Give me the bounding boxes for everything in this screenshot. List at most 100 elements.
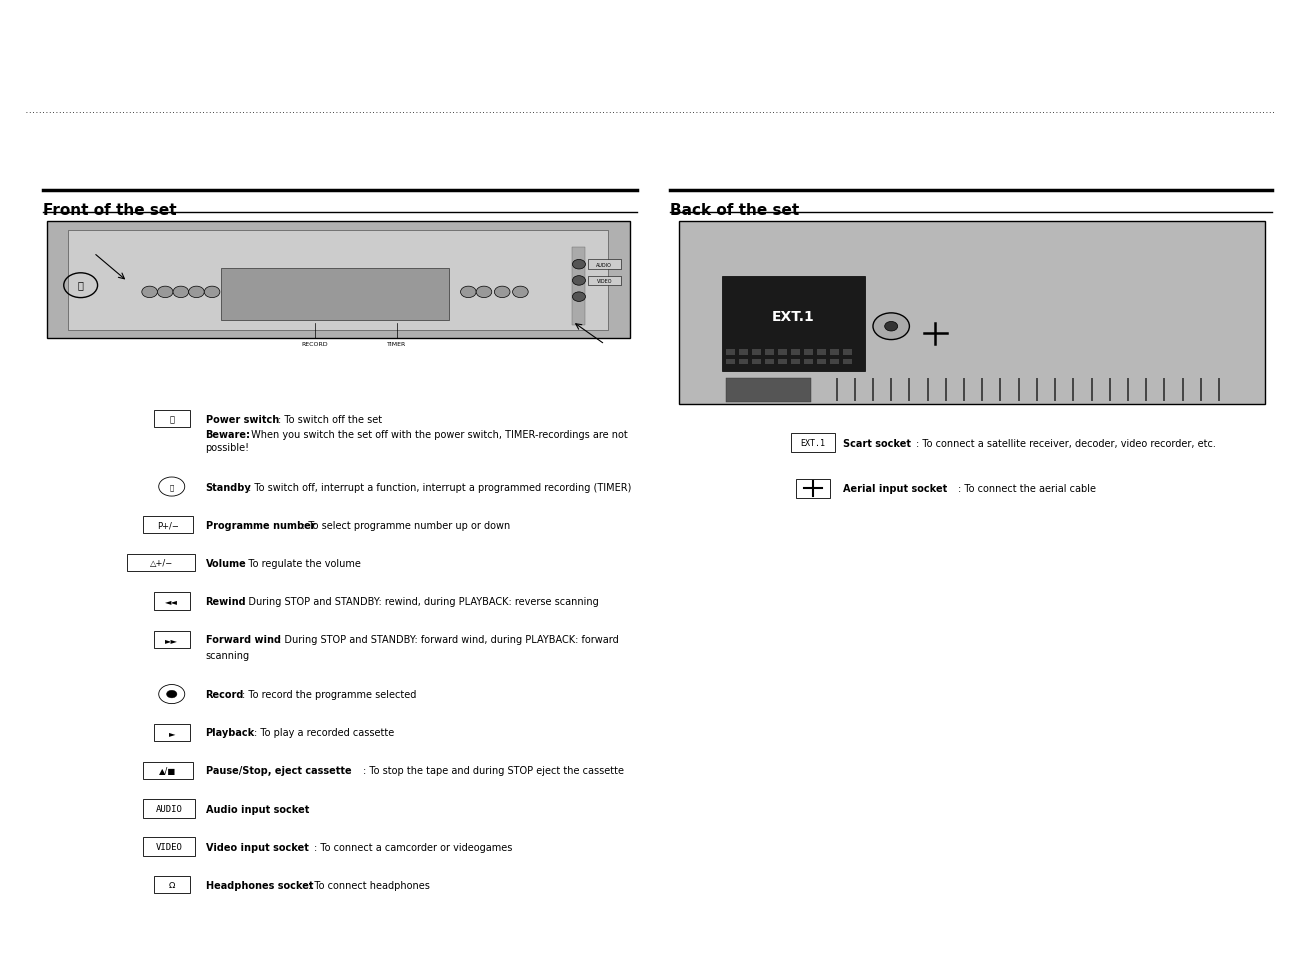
Text: Headphones socket: Headphones socket — [206, 880, 312, 890]
Text: Rewind: Rewind — [206, 597, 246, 606]
FancyBboxPatch shape — [779, 359, 788, 365]
Text: : To connect a camcorder or videogames: : To connect a camcorder or videogames — [315, 841, 513, 852]
Text: ▲/■: ▲/■ — [159, 766, 177, 775]
Circle shape — [158, 287, 173, 298]
Text: : To regulate the volume: : To regulate the volume — [242, 558, 361, 568]
Text: possible!: possible! — [206, 442, 250, 453]
FancyBboxPatch shape — [805, 359, 814, 365]
Circle shape — [872, 314, 909, 340]
Text: ►►: ►► — [165, 635, 178, 644]
Circle shape — [884, 322, 897, 332]
FancyBboxPatch shape — [143, 762, 193, 780]
Text: ◄◄: ◄◄ — [165, 597, 178, 606]
FancyBboxPatch shape — [143, 838, 195, 857]
Text: Standby: Standby — [206, 482, 251, 492]
Text: P+/−: P+/− — [158, 520, 178, 530]
Text: Ω: Ω — [168, 881, 174, 889]
FancyBboxPatch shape — [818, 359, 827, 365]
Text: : To connect headphones: : To connect headphones — [309, 880, 430, 890]
FancyBboxPatch shape — [818, 350, 827, 355]
Circle shape — [461, 287, 477, 298]
Text: Aerial input socket: Aerial input socket — [844, 484, 948, 494]
Text: Back of the set: Back of the set — [671, 203, 799, 218]
Text: : To select programme number up or down: : To select programme number up or down — [302, 520, 510, 530]
Text: AUDIO: AUDIO — [156, 804, 182, 813]
FancyBboxPatch shape — [47, 222, 630, 338]
FancyBboxPatch shape — [792, 434, 836, 453]
Text: VIDEO: VIDEO — [596, 278, 612, 284]
Text: Front of the set: Front of the set — [43, 203, 177, 218]
FancyBboxPatch shape — [154, 411, 190, 428]
Text: Pause/Stop, eject cassette: Pause/Stop, eject cassette — [206, 765, 352, 776]
Text: : To connect the aerial cable: : To connect the aerial cable — [958, 484, 1096, 494]
FancyBboxPatch shape — [766, 350, 775, 355]
FancyBboxPatch shape — [831, 350, 840, 355]
Text: EXT.1: EXT.1 — [772, 310, 815, 323]
Text: AUDIO: AUDIO — [596, 262, 612, 268]
FancyBboxPatch shape — [573, 248, 586, 326]
Text: EXT.1: EXT.1 — [801, 438, 825, 448]
FancyBboxPatch shape — [154, 877, 190, 894]
Circle shape — [573, 293, 586, 302]
FancyBboxPatch shape — [797, 479, 831, 498]
Text: : To record the programme selected: : To record the programme selected — [242, 689, 417, 700]
Text: Forward wind: Forward wind — [206, 635, 280, 644]
FancyBboxPatch shape — [680, 222, 1264, 405]
Circle shape — [477, 287, 492, 298]
FancyBboxPatch shape — [589, 260, 621, 270]
FancyBboxPatch shape — [844, 359, 852, 365]
FancyBboxPatch shape — [753, 350, 762, 355]
Circle shape — [573, 276, 586, 286]
Circle shape — [204, 287, 220, 298]
Circle shape — [189, 287, 204, 298]
Text: Scart socket: Scart socket — [844, 438, 911, 448]
Text: Video input socket: Video input socket — [206, 841, 309, 852]
Text: : To connect a satellite receiver, decoder, video recorder, etc.: : To connect a satellite receiver, decod… — [915, 438, 1216, 448]
FancyBboxPatch shape — [143, 800, 195, 819]
Text: When you switch the set off with the power switch, TIMER-recordings are not: When you switch the set off with the pow… — [247, 430, 628, 439]
Text: : During STOP and STANDBY: rewind, during PLAYBACK: reverse scanning: : During STOP and STANDBY: rewind, durin… — [242, 597, 599, 606]
FancyBboxPatch shape — [727, 378, 811, 402]
Text: ⓘ: ⓘ — [169, 415, 174, 424]
FancyBboxPatch shape — [68, 231, 608, 331]
FancyBboxPatch shape — [727, 350, 736, 355]
FancyBboxPatch shape — [792, 350, 801, 355]
FancyBboxPatch shape — [779, 350, 788, 355]
Circle shape — [495, 287, 510, 298]
Text: : To play a recorded cassette: : To play a recorded cassette — [254, 727, 395, 738]
FancyBboxPatch shape — [723, 276, 865, 372]
Text: : To switch off the set: : To switch off the set — [279, 415, 383, 424]
Circle shape — [513, 287, 529, 298]
Text: ►: ► — [168, 728, 174, 737]
Text: Audio input socket: Audio input socket — [206, 803, 309, 814]
Circle shape — [573, 260, 586, 270]
Circle shape — [173, 287, 189, 298]
Text: ⏼: ⏼ — [169, 484, 174, 491]
Text: VIDEO: VIDEO — [156, 842, 182, 851]
Text: : To stop the tape and during STOP eject the cassette: : To stop the tape and during STOP eject… — [363, 765, 624, 776]
FancyBboxPatch shape — [154, 631, 190, 648]
FancyBboxPatch shape — [154, 593, 190, 610]
Text: ⓘ: ⓘ — [78, 280, 83, 290]
FancyBboxPatch shape — [805, 350, 814, 355]
FancyBboxPatch shape — [589, 276, 621, 286]
Text: scanning: scanning — [206, 650, 250, 659]
Text: : To switch off, interrupt a function, interrupt a programmed recording (TIMER): : To switch off, interrupt a function, i… — [247, 482, 631, 492]
FancyBboxPatch shape — [753, 359, 762, 365]
FancyBboxPatch shape — [740, 359, 749, 365]
FancyBboxPatch shape — [792, 359, 801, 365]
FancyBboxPatch shape — [727, 359, 736, 365]
FancyBboxPatch shape — [766, 359, 775, 365]
Text: Record: Record — [206, 689, 243, 700]
FancyBboxPatch shape — [844, 350, 852, 355]
Text: RECORD: RECORD — [302, 341, 328, 346]
Text: Playback: Playback — [206, 727, 255, 738]
FancyBboxPatch shape — [740, 350, 749, 355]
Circle shape — [167, 691, 177, 699]
Text: TIMER: TIMER — [387, 341, 406, 346]
Text: Beware:: Beware: — [206, 430, 250, 439]
Text: Power switch: Power switch — [206, 415, 279, 424]
FancyBboxPatch shape — [831, 359, 840, 365]
FancyBboxPatch shape — [221, 269, 449, 321]
Circle shape — [142, 287, 158, 298]
